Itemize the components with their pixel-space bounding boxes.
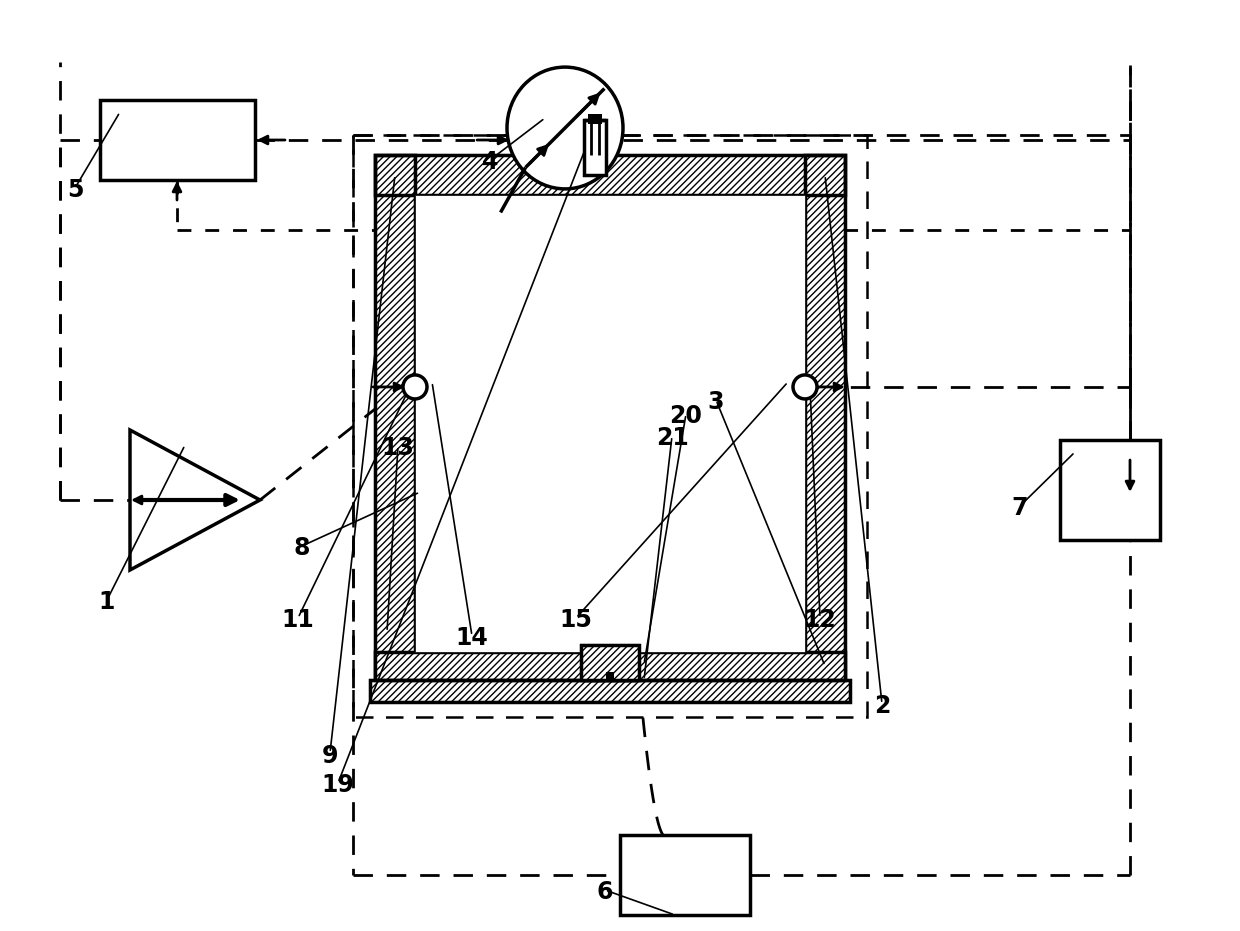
- Bar: [1060, 440, 1159, 540]
- Text: 21: 21: [656, 426, 688, 450]
- Bar: [370, 680, 849, 702]
- Bar: [584, 120, 606, 175]
- Text: 13: 13: [382, 436, 414, 460]
- Ellipse shape: [507, 67, 622, 189]
- Bar: [582, 645, 639, 680]
- Text: 14: 14: [455, 626, 489, 650]
- Bar: [370, 680, 849, 702]
- Bar: [805, 155, 844, 680]
- Bar: [374, 155, 844, 195]
- Bar: [374, 155, 415, 680]
- Text: 19: 19: [321, 773, 355, 797]
- Text: 2: 2: [874, 694, 890, 718]
- Bar: [410, 382, 420, 392]
- Bar: [805, 155, 844, 680]
- Text: 15: 15: [559, 608, 593, 632]
- Bar: [374, 155, 844, 195]
- Text: 3: 3: [708, 390, 724, 414]
- Circle shape: [794, 375, 817, 399]
- Bar: [353, 135, 867, 717]
- Text: 5: 5: [67, 178, 83, 202]
- Bar: [582, 645, 639, 680]
- Text: 4: 4: [482, 150, 498, 174]
- Text: 7: 7: [1012, 496, 1028, 520]
- Bar: [374, 155, 415, 680]
- Bar: [415, 195, 805, 652]
- Bar: [588, 114, 601, 124]
- Bar: [800, 382, 810, 392]
- Bar: [374, 652, 844, 680]
- Text: 20: 20: [670, 404, 702, 428]
- Bar: [374, 652, 844, 680]
- Bar: [100, 100, 255, 180]
- Text: 1: 1: [99, 590, 115, 614]
- Text: 9: 9: [321, 744, 339, 768]
- Bar: [606, 672, 614, 680]
- Text: 6: 6: [596, 880, 614, 904]
- Bar: [620, 835, 750, 915]
- Circle shape: [403, 375, 427, 399]
- Text: 11: 11: [281, 608, 315, 632]
- Text: 8: 8: [294, 536, 310, 560]
- Bar: [415, 195, 805, 652]
- Text: 12: 12: [804, 608, 836, 632]
